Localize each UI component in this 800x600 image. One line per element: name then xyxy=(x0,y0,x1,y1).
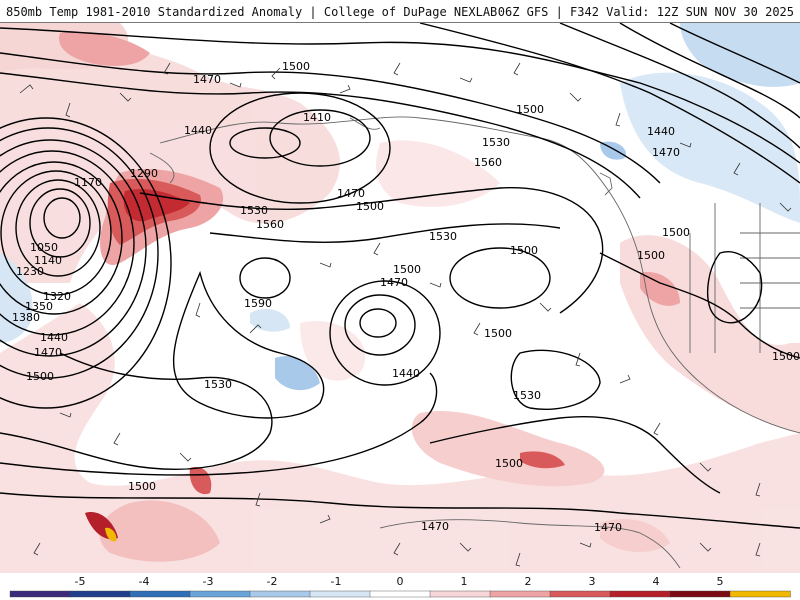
colorbar-swatch xyxy=(369,590,431,598)
contour-label: 1530 xyxy=(482,136,510,149)
product-title: 850mb Temp 1981-2010 Standardized Anomal… xyxy=(6,5,498,19)
colorbar-tick-label: -2 xyxy=(267,575,278,588)
colorbar-tick-label: 0 xyxy=(397,575,404,588)
wind-barbs xyxy=(19,62,792,567)
contour-label: 1050 xyxy=(30,241,58,254)
contour-label: 1470 xyxy=(421,520,449,533)
colorbar-swatch xyxy=(669,590,731,598)
contour-label: 1500 xyxy=(282,60,310,73)
colorbar-tick-label: -1 xyxy=(331,575,342,588)
contour-label: 1500 xyxy=(484,327,512,340)
contour-label: 1470 xyxy=(337,187,365,200)
contour-label: 1290 xyxy=(130,167,158,180)
colorbar-legend: -5 -4 -3 -2 -1 0 1 2 3 4 5 xyxy=(0,573,800,600)
contour-label: 1140 xyxy=(34,254,62,267)
contour-label: 1350 xyxy=(25,300,53,313)
contour-label: 1440 xyxy=(392,367,420,380)
warm-anomaly-shading xyxy=(59,31,680,542)
model-run-valid-time: 06Z GFS | F342 Valid: 12Z SUN NOV 30 202… xyxy=(497,5,794,19)
contour-label: 1470 xyxy=(594,521,622,534)
colorbar-tick-label: 3 xyxy=(589,575,596,588)
contour-label: 1500 xyxy=(495,457,523,470)
colorbar-swatch xyxy=(549,590,611,598)
colorbar-swatch xyxy=(429,590,491,598)
contour-label: 1500 xyxy=(393,263,421,276)
colorbar-tick-label: 1 xyxy=(461,575,468,588)
contour-label: 1500 xyxy=(128,480,156,493)
colorbar-swatch xyxy=(249,590,311,598)
weather-map: 1500 1470 1440 1410 1470 1500 1290 1170 … xyxy=(0,23,800,573)
contour-label: 1230 xyxy=(16,265,44,278)
contour-labels: 1500 1470 1440 1410 1470 1500 1290 1170 … xyxy=(12,60,800,534)
contour-label: 1470 xyxy=(34,346,62,359)
contour-label: 1380 xyxy=(12,311,40,324)
colorbar-swatch xyxy=(729,590,791,598)
contour-label: 1500 xyxy=(662,226,690,239)
contour-label: 1500 xyxy=(637,249,665,262)
contour-label: 1560 xyxy=(474,156,502,169)
colorbar-swatch xyxy=(129,590,191,598)
contour-label: 1500 xyxy=(26,370,54,383)
contour-label: 1410 xyxy=(303,111,331,124)
contour-label: 1500 xyxy=(772,350,800,363)
colorbar-swatch xyxy=(609,590,671,598)
colorbar-tick-label: -3 xyxy=(203,575,214,588)
colorbar-swatches xyxy=(9,590,791,598)
contour-label: 1560 xyxy=(256,218,284,231)
colorbar-tick-labels: -5 -4 -3 -2 -1 0 1 2 3 4 5 xyxy=(75,575,724,588)
contour-label: 1320 xyxy=(43,290,71,303)
contour-label: 1470 xyxy=(193,73,221,86)
map-header: 850mb Temp 1981-2010 Standardized Anomal… xyxy=(0,0,800,23)
colorbar-swatch xyxy=(69,590,131,598)
height-contours xyxy=(0,23,800,529)
colorbar-swatch xyxy=(9,590,71,598)
colorbar-swatch xyxy=(489,590,551,598)
contour-label: 1440 xyxy=(184,124,212,137)
contour-label: 1500 xyxy=(516,103,544,116)
colorbar-tick-label: 5 xyxy=(717,575,724,588)
contour-label: 1470 xyxy=(380,276,408,289)
contour-label: 1500 xyxy=(356,200,384,213)
contour-label: 1440 xyxy=(40,331,68,344)
contour-label: 1170 xyxy=(74,176,102,189)
colorbar-swatch xyxy=(189,590,251,598)
colorbar-tick-label: 4 xyxy=(653,575,660,588)
contour-label: 1530 xyxy=(513,389,541,402)
contour-label: 1500 xyxy=(510,244,538,257)
contour-label: 1530 xyxy=(204,378,232,391)
colorbar-tick-label: -5 xyxy=(75,575,86,588)
contour-label: 1590 xyxy=(244,297,272,310)
contour-label: 1440 xyxy=(647,125,675,138)
colorbar-swatch xyxy=(309,590,371,598)
colorbar-tick-label: 2 xyxy=(525,575,532,588)
contour-label: 1470 xyxy=(652,146,680,159)
contour-label: 1530 xyxy=(429,230,457,243)
colorbar-tick-label: -4 xyxy=(139,575,150,588)
contour-label: 1530 xyxy=(240,204,268,217)
